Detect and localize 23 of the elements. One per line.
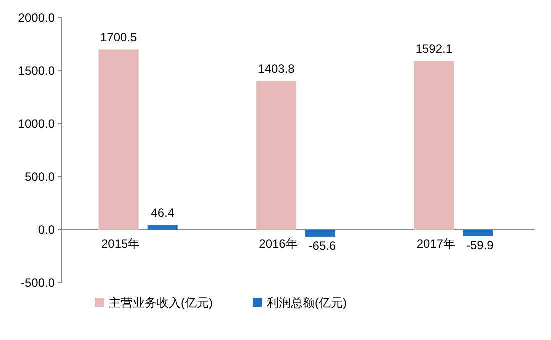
bar — [463, 230, 494, 236]
x-tick-label: 2017年 — [416, 237, 456, 251]
y-tick-label: 2000.0 — [18, 11, 56, 25]
data-label: -65.6 — [308, 238, 336, 253]
bar — [98, 50, 139, 230]
data-label: 1403.8 — [258, 62, 296, 76]
y-tick-label: 0.0 — [38, 223, 56, 237]
y-tick-label: 500.0 — [24, 170, 56, 184]
x-tick-label: 2016年 — [259, 237, 298, 251]
data-label: 46.4 — [151, 206, 175, 220]
data-label: 1700.5 — [100, 30, 138, 45]
data-label: -59.9 — [466, 238, 494, 252]
bar — [148, 225, 178, 230]
x-tick-label: 2015年 — [101, 237, 140, 251]
bar — [414, 61, 454, 230]
y-tick-label: 1000.0 — [18, 117, 56, 131]
legend-label: 主营业务收入(亿元) — [109, 296, 213, 310]
y-tick-label: -500.0 — [20, 276, 56, 290]
y-tick-label: 1500.0 — [18, 64, 56, 78]
bar — [256, 81, 296, 230]
legend-label: 利润总额(亿元) — [267, 296, 347, 310]
bar — [306, 230, 336, 237]
data-label: 1592.1 — [416, 42, 453, 56]
